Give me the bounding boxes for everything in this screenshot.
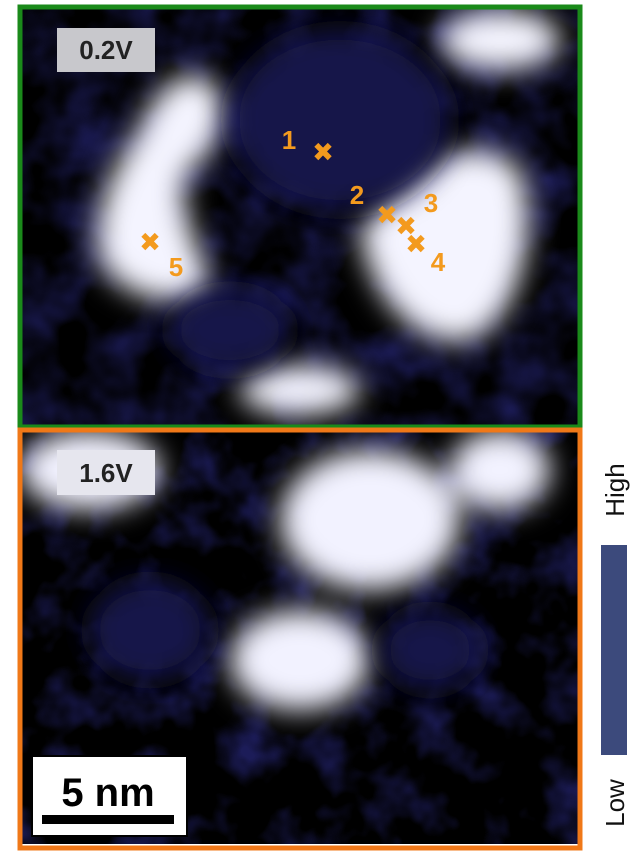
colorbar — [601, 545, 627, 755]
marker: ✖ — [405, 229, 427, 259]
panel-label: 0.2V — [79, 35, 133, 65]
marker-label: 1 — [282, 125, 296, 155]
marker: ✖ — [395, 211, 417, 241]
map-top — [22, 9, 578, 425]
marker-label: 5 — [169, 252, 183, 282]
marker-label: 3 — [424, 188, 438, 218]
marker-label: 4 — [431, 247, 446, 277]
marker: ✖ — [139, 227, 161, 257]
panel-label: 1.6V — [79, 458, 133, 488]
scale-bar — [42, 815, 174, 824]
marker-label: 2 — [350, 180, 364, 210]
marker: ✖ — [376, 200, 398, 230]
markers: ✖ ✖ ✖ ✖ ✖ 1 2 3 4 5 — [139, 125, 446, 282]
panel-border — [17, 427, 583, 851]
map-bottom — [22, 432, 578, 844]
label-box — [57, 28, 155, 72]
panel-border — [17, 4, 583, 430]
colorbar-low: Low — [600, 779, 630, 827]
marker: ✖ — [312, 137, 334, 167]
colorbar-high: High — [600, 463, 630, 516]
scale-bar-label: 5 nm — [61, 771, 154, 815]
label-box — [57, 450, 155, 495]
